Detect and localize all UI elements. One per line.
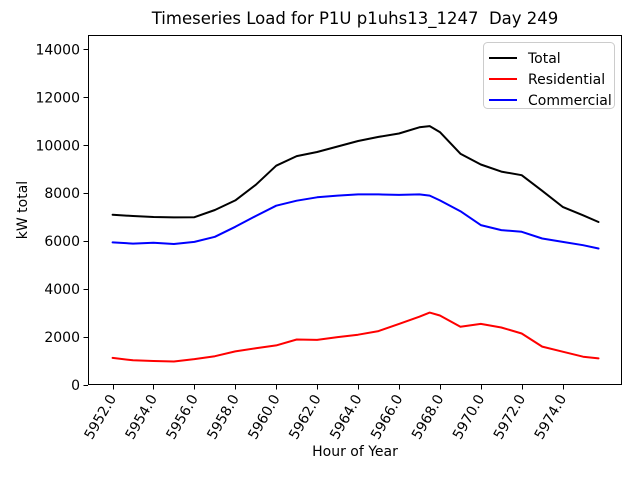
- x-tick-label: 5974.0: [532, 392, 570, 442]
- x-tick-label: 5970.0: [450, 392, 488, 442]
- legend-label-residential: Residential: [528, 72, 605, 88]
- series-line-total: [111, 125, 600, 223]
- y-tick-label: 8000: [44, 186, 80, 202]
- y-axis-label: kW total: [15, 180, 31, 240]
- y-tick-label: 14000: [35, 42, 80, 58]
- x-tick-label: 5968.0: [409, 392, 447, 442]
- legend-label-commercial: Commercial: [528, 93, 612, 109]
- x-tick-label: 5954.0: [123, 392, 161, 442]
- x-tick-label: 5958.0: [204, 392, 242, 442]
- legend-label-total: Total: [527, 51, 561, 67]
- y-tick-label: 10000: [35, 138, 80, 154]
- chart-title: Timeseries Load for P1U p1uhs13_1247 Day…: [151, 9, 559, 28]
- series-line-commercial: [111, 193, 600, 250]
- y-tick-label: 12000: [35, 90, 80, 106]
- y-tick-label: 0: [71, 378, 80, 394]
- y-tick-label: 2000: [44, 330, 80, 346]
- x-tick-label: 5962.0: [286, 392, 324, 442]
- x-axis-label: Hour of Year: [312, 444, 398, 460]
- y-tick-label: 6000: [44, 234, 80, 250]
- x-tick-label: 5956.0: [163, 392, 201, 442]
- x-tick-label: 5960.0: [245, 392, 283, 442]
- series-line-residential: [111, 311, 600, 363]
- x-tick-label: 5972.0: [491, 392, 529, 442]
- x-tick-label: 5952.0: [82, 392, 120, 442]
- plot-border: [88, 35, 622, 385]
- y-tick-label: 4000: [44, 282, 80, 298]
- x-tick-label: 5964.0: [327, 392, 365, 442]
- x-tick-label: 5966.0: [368, 392, 406, 442]
